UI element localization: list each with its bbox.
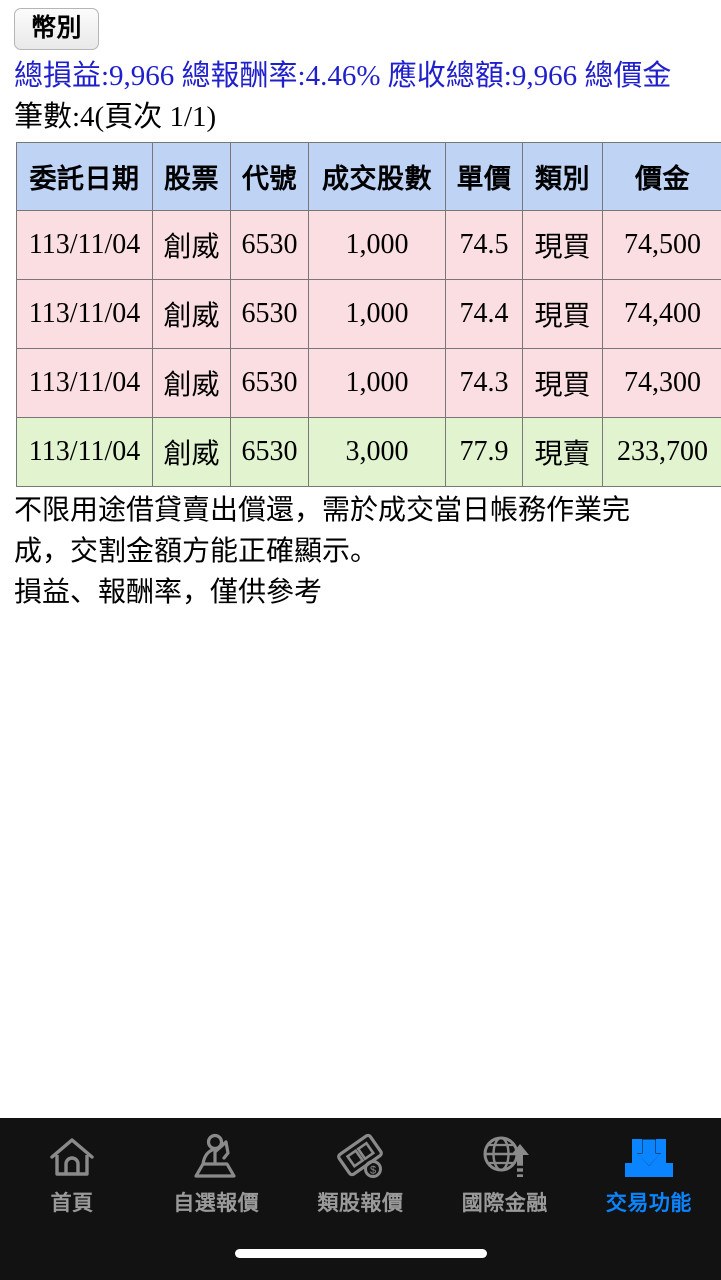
- home-indicator[interactable]: [234, 1248, 487, 1258]
- column-header-type: 類別: [522, 142, 603, 212]
- table-row[interactable]: 113/11/04 創威 6530 1,000 74.3 現買 74,300: [16, 348, 721, 419]
- summary-line: 總損益:9,966 總報酬率:4.46% 應收總額:9,966 總價金: [14, 60, 672, 92]
- svg-text:$: $: [369, 1165, 375, 1177]
- nav-label-global-finance: 國際金融: [461, 1191, 548, 1215]
- table-row[interactable]: 113/11/04 創威 6530 1,000 74.5 現買 74,500: [16, 210, 721, 281]
- cell-price: 74.3: [445, 348, 523, 419]
- cell-stock-name[interactable]: 創威: [152, 417, 231, 488]
- cell-amount: 233,700: [602, 417, 721, 488]
- table-header-row: 委託日期 股票 代號 成交股數 單價 類別 價金: [16, 142, 721, 212]
- home-indicator-area: [0, 1226, 721, 1280]
- nav-label-watchlist: 自選報價: [173, 1191, 260, 1215]
- nav-item-trade[interactable]: 交易功能: [577, 1130, 721, 1226]
- column-header-price: 單價: [445, 142, 523, 212]
- table-row[interactable]: 113/11/04 創威 6530 3,000 77.9 現賣 233,700: [16, 417, 721, 488]
- top-toolbar: 幣別: [0, 0, 721, 50]
- cell-type: 現買: [522, 348, 603, 419]
- nav-label-home: 首頁: [50, 1191, 94, 1215]
- nav-item-watchlist[interactable]: 自選報價: [144, 1130, 288, 1226]
- column-header-stock: 股票: [152, 142, 231, 212]
- cell-code: 6530: [230, 417, 309, 488]
- cell-code: 6530: [230, 210, 309, 281]
- column-header-date: 委託日期: [16, 142, 153, 212]
- cell-qty: 3,000: [308, 417, 446, 488]
- cell-type: 現買: [522, 279, 603, 350]
- cell-qty: 1,000: [308, 348, 446, 419]
- cell-price: 74.4: [445, 279, 523, 350]
- cell-code: 6530: [230, 348, 309, 419]
- home-icon: [44, 1130, 100, 1184]
- bottom-navigation-bar: 首頁 自選報價: [0, 1118, 721, 1280]
- sector-quote-icon: $: [333, 1130, 389, 1184]
- nav-item-sector-quote[interactable]: $ 類股報價: [288, 1130, 432, 1226]
- nav-label-sector-quote: 類股報價: [317, 1191, 404, 1215]
- cell-type: 現買: [522, 210, 603, 281]
- currency-button[interactable]: 幣別: [14, 8, 100, 50]
- column-header-amount: 價金: [602, 142, 721, 212]
- cell-code: 6530: [230, 279, 309, 350]
- cell-date: 113/11/04: [16, 210, 153, 281]
- cell-date: 113/11/04: [16, 348, 153, 419]
- disclaimer-notes: 不限用途借貸賣出償還，需於成交當日帳務作業完 成，交割金額方能正確顯示。 損益、…: [0, 487, 721, 613]
- cell-date: 113/11/04: [16, 417, 153, 488]
- watchlist-person-icon: [188, 1130, 244, 1184]
- trade-inbox-icon: [621, 1130, 677, 1184]
- note-line-1: 不限用途借貸賣出償還，需於成交當日帳務作業完: [14, 495, 631, 527]
- trades-table: 委託日期 股票 代號 成交股數 單價 類別 價金 113/11/04 創威 65…: [16, 142, 721, 488]
- cell-amount: 74,400: [602, 279, 721, 350]
- nav-item-home[interactable]: 首頁: [0, 1130, 144, 1226]
- cell-type: 現賣: [522, 417, 603, 488]
- cell-stock-name[interactable]: 創威: [152, 279, 231, 350]
- cell-amount: 74,500: [602, 210, 721, 281]
- record-count-line: 筆數:4(頁次 1/1): [14, 101, 217, 134]
- table-row[interactable]: 113/11/04 創威 6530 1,000 74.4 現買 74,400: [16, 279, 721, 350]
- column-header-qty: 成交股數: [308, 142, 446, 212]
- cell-stock-name[interactable]: 創威: [152, 348, 231, 419]
- cell-stock-name[interactable]: 創威: [152, 210, 231, 281]
- note-line-2: 成，交割金額方能正確顯示。: [14, 535, 379, 567]
- cell-amount: 74,300: [602, 348, 721, 419]
- cell-date: 113/11/04: [16, 279, 153, 350]
- cell-price: 74.5: [445, 210, 523, 281]
- nav-label-trade: 交易功能: [605, 1191, 692, 1215]
- cell-qty: 1,000: [308, 210, 446, 281]
- note-line-3: 損益、報酬率，僅供參考: [14, 576, 323, 608]
- cell-price: 77.9: [445, 417, 523, 488]
- cell-qty: 1,000: [308, 279, 446, 350]
- globe-arrow-icon: [477, 1130, 533, 1184]
- column-header-code: 代號: [230, 142, 309, 212]
- trades-table-container: 委託日期 股票 代號 成交股數 單價 類別 價金 113/11/04 創威 65…: [0, 142, 721, 488]
- nav-item-global-finance[interactable]: 國際金融: [433, 1130, 577, 1226]
